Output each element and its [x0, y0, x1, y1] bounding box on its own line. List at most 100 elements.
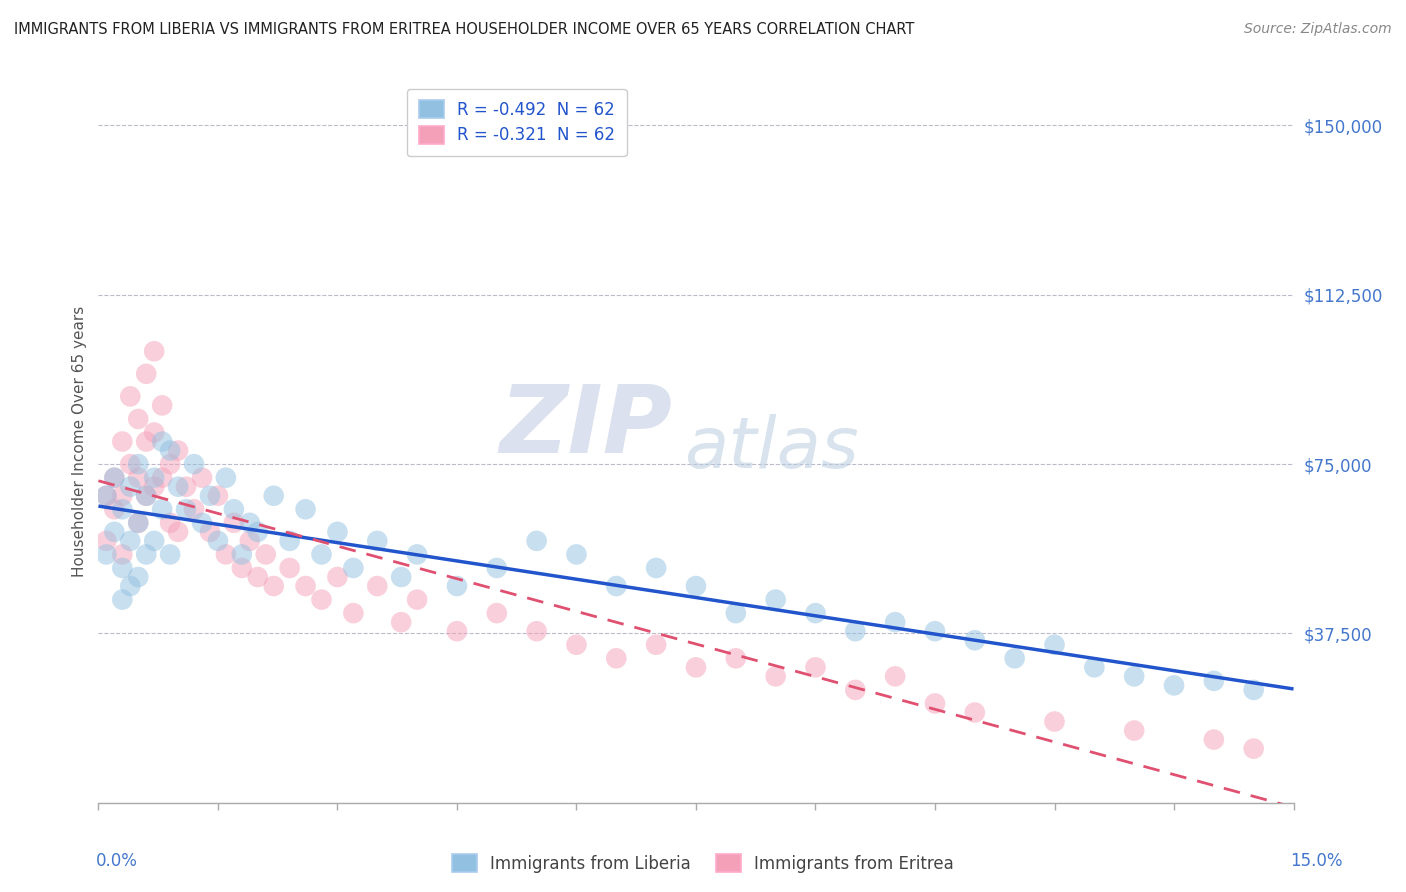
Point [198, 524, 221, 539]
Point [963, 706, 986, 720]
Point [120, 389, 142, 403]
Point [167, 443, 190, 458]
Point [150, 470, 173, 484]
Point [1123, 723, 1146, 738]
Legend: R = -0.492  N = 62, R = -0.321  N = 62: R = -0.492 N = 62, R = -0.321 N = 62 [406, 88, 627, 156]
Point [231, 561, 253, 575]
Text: ZIP: ZIP [499, 381, 672, 473]
Point [765, 669, 787, 683]
Point [103, 470, 125, 484]
Point [135, 548, 157, 562]
Point [143, 344, 166, 359]
Point [103, 502, 125, 516]
Point [605, 579, 627, 593]
Point [183, 502, 205, 516]
Point [311, 548, 333, 562]
Text: Source: ZipAtlas.com: Source: ZipAtlas.com [1244, 22, 1392, 37]
Point [120, 457, 142, 471]
Point [239, 533, 262, 548]
Point [884, 669, 907, 683]
Point [685, 660, 707, 674]
Point [103, 524, 125, 539]
Point [120, 480, 142, 494]
Text: atlas: atlas [685, 414, 859, 483]
Point [1123, 669, 1146, 683]
Point [1083, 660, 1105, 674]
Point [159, 457, 181, 471]
Point [239, 516, 262, 530]
Point [963, 633, 986, 648]
Point [724, 651, 747, 665]
Point [127, 570, 149, 584]
Point [111, 489, 134, 503]
Point [844, 624, 866, 639]
Point [198, 489, 221, 503]
Point [191, 470, 214, 484]
Text: 0.0%: 0.0% [96, 852, 138, 870]
Point [127, 516, 149, 530]
Point [143, 470, 166, 484]
Point [143, 480, 166, 494]
Point [167, 480, 190, 494]
Legend: Immigrants from Liberia, Immigrants from Eritrea: Immigrants from Liberia, Immigrants from… [446, 847, 960, 880]
Point [342, 606, 364, 620]
Point [183, 457, 205, 471]
Point [174, 480, 197, 494]
Point [174, 502, 197, 516]
Point [311, 592, 333, 607]
Point [326, 570, 349, 584]
Point [103, 470, 125, 484]
Point [844, 682, 866, 697]
Point [111, 592, 134, 607]
Point [884, 615, 907, 630]
Point [111, 434, 134, 449]
Point [96, 489, 118, 503]
Point [565, 638, 588, 652]
Point [135, 489, 157, 503]
Point [120, 533, 142, 548]
Point [127, 470, 149, 484]
Point [191, 516, 214, 530]
Point [924, 624, 946, 639]
Y-axis label: Householder Income Over 65 years: Householder Income Over 65 years [72, 306, 87, 577]
Point [1243, 682, 1265, 697]
Point [143, 533, 166, 548]
Point [1163, 678, 1185, 692]
Point [526, 624, 548, 639]
Point [278, 533, 301, 548]
Point [150, 434, 173, 449]
Point [96, 489, 118, 503]
Point [254, 548, 277, 562]
Point [278, 561, 301, 575]
Point [406, 548, 429, 562]
Point [804, 606, 827, 620]
Point [246, 524, 269, 539]
Point [215, 548, 238, 562]
Point [1243, 741, 1265, 756]
Point [159, 443, 181, 458]
Point [1043, 714, 1066, 729]
Point [111, 548, 134, 562]
Point [326, 524, 349, 539]
Point [120, 579, 142, 593]
Point [294, 502, 316, 516]
Point [231, 548, 253, 562]
Point [804, 660, 827, 674]
Point [111, 561, 134, 575]
Point [1043, 638, 1066, 652]
Point [150, 502, 173, 516]
Point [127, 457, 149, 471]
Point [485, 561, 508, 575]
Point [96, 548, 118, 562]
Point [135, 367, 157, 381]
Point [389, 615, 412, 630]
Point [1004, 651, 1026, 665]
Point [207, 489, 229, 503]
Point [526, 533, 548, 548]
Point [159, 548, 181, 562]
Point [127, 516, 149, 530]
Point [167, 524, 190, 539]
Point [389, 570, 412, 584]
Point [222, 516, 245, 530]
Text: IMMIGRANTS FROM LIBERIA VS IMMIGRANTS FROM ERITREA HOUSEHOLDER INCOME OVER 65 YE: IMMIGRANTS FROM LIBERIA VS IMMIGRANTS FR… [14, 22, 914, 37]
